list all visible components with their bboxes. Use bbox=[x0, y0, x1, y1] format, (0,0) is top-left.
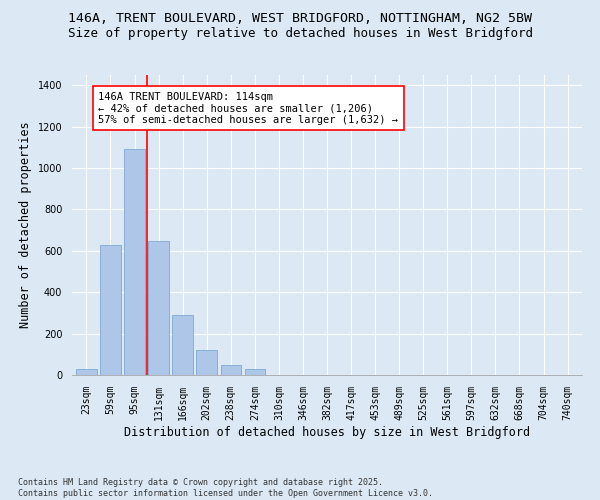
Bar bbox=[148, 240, 169, 375]
Bar bbox=[124, 150, 145, 375]
Bar bbox=[100, 244, 121, 375]
Text: 146A TRENT BOULEVARD: 114sqm
← 42% of detached houses are smaller (1,206)
57% of: 146A TRENT BOULEVARD: 114sqm ← 42% of de… bbox=[98, 92, 398, 125]
Bar bbox=[221, 364, 241, 375]
Bar bbox=[76, 369, 97, 375]
X-axis label: Distribution of detached houses by size in West Bridgford: Distribution of detached houses by size … bbox=[124, 426, 530, 438]
Text: Contains HM Land Registry data © Crown copyright and database right 2025.
Contai: Contains HM Land Registry data © Crown c… bbox=[18, 478, 433, 498]
Bar bbox=[245, 369, 265, 375]
Text: 146A, TRENT BOULEVARD, WEST BRIDGFORD, NOTTINGHAM, NG2 5BW: 146A, TRENT BOULEVARD, WEST BRIDGFORD, N… bbox=[68, 12, 532, 26]
Text: Size of property relative to detached houses in West Bridgford: Size of property relative to detached ho… bbox=[67, 28, 533, 40]
Y-axis label: Number of detached properties: Number of detached properties bbox=[19, 122, 32, 328]
Bar bbox=[172, 315, 193, 375]
Bar bbox=[196, 350, 217, 375]
